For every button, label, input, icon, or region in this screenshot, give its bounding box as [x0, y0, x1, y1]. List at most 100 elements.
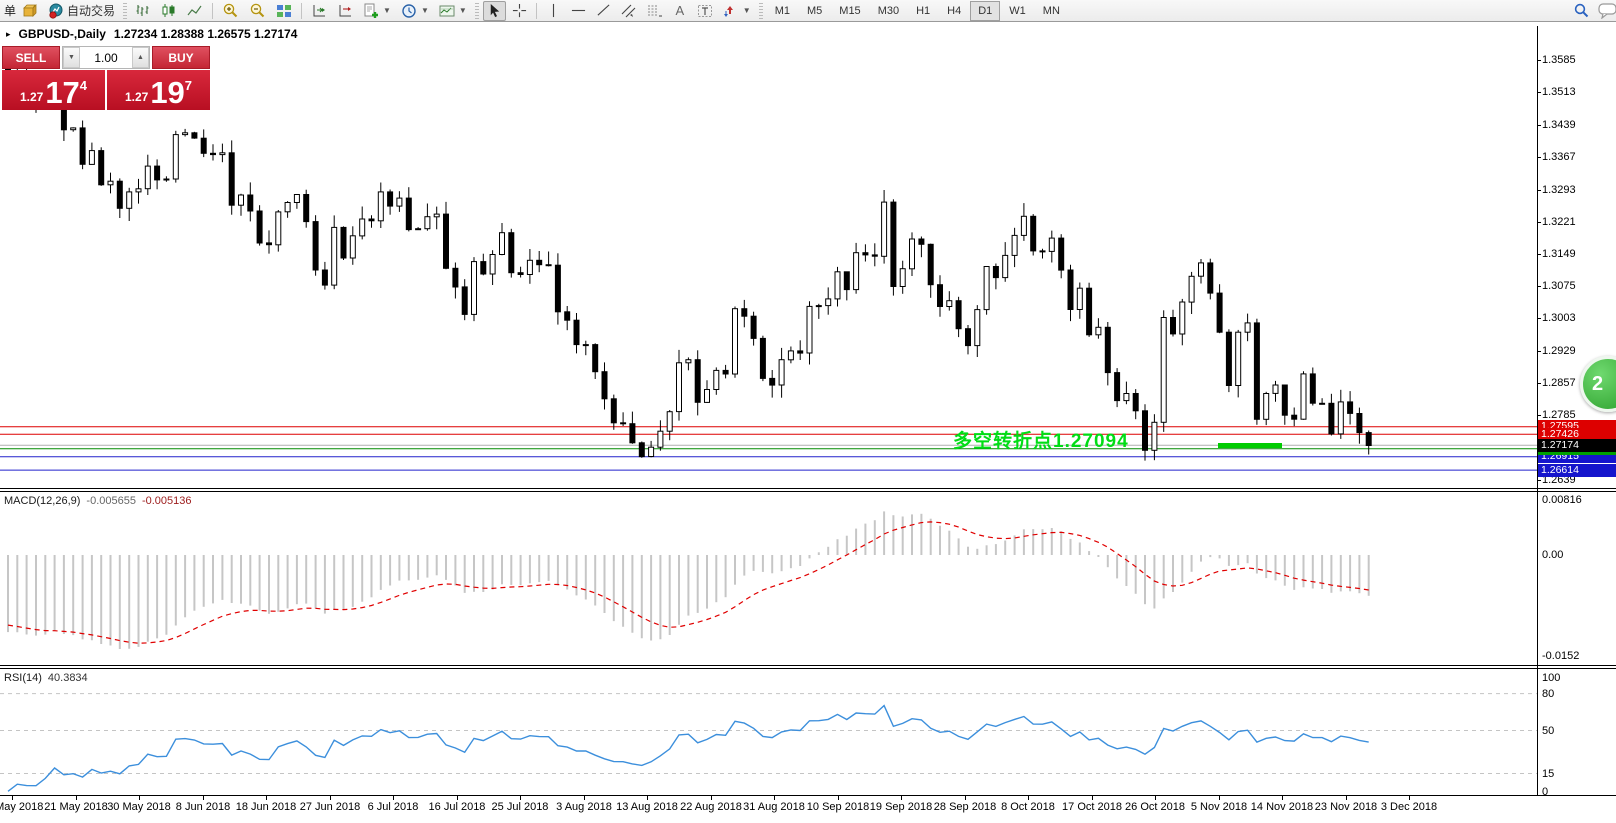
time-axis-tick — [76, 795, 77, 800]
text-label-tool[interactable] — [693, 1, 717, 21]
time-axis-tick — [12, 795, 13, 800]
chart-area: ▸ GBPUSD-,Daily 1.27234 1.28388 1.26575 … — [0, 22, 1616, 823]
time-axis-tick — [1409, 795, 1410, 800]
timeframe-mn[interactable]: MN — [1042, 4, 1060, 17]
volume-spinner: ▼ ▲ — [62, 46, 150, 69]
price-axis-tick — [1537, 351, 1541, 352]
market-watch-icon[interactable] — [18, 1, 42, 21]
cursor-tool[interactable] — [482, 0, 506, 21]
price-axis-label: 1.2929 — [1542, 345, 1576, 357]
chart-shift-icon[interactable] — [333, 1, 357, 21]
price-axis-label: 1.3439 — [1542, 119, 1576, 131]
time-axis-tick — [1282, 795, 1283, 800]
macd-panel-canvas[interactable] — [0, 492, 1537, 664]
panel-divider[interactable] — [0, 488, 1616, 489]
time-axis-label: 8 Jun 2018 — [175, 801, 231, 813]
price-axis-label: 1.2639 — [1542, 474, 1576, 486]
buy-price-display[interactable]: 1.27 19 7 — [107, 70, 210, 110]
timeframe-w1[interactable]: W1 — [1009, 4, 1026, 17]
candlestick-chart-icon[interactable] — [157, 1, 181, 21]
arrows-tool[interactable]: ▼ — [719, 1, 755, 21]
buy-price-pip: 7 — [184, 78, 193, 93]
zoom-out-icon[interactable] — [245, 1, 270, 21]
price-axis-tick — [1537, 125, 1541, 126]
time-axis-tick — [774, 795, 775, 800]
periods-button[interactable]: ▼ — [397, 1, 433, 21]
overlay-badge[interactable]: 2 — [1580, 356, 1616, 412]
chevron-down-icon: ▼ — [383, 6, 391, 15]
timeframe-m15[interactable]: M15 — [839, 4, 861, 17]
zoom-in-icon[interactable] — [218, 1, 243, 21]
timeframe-m5[interactable]: M5 — [807, 4, 823, 17]
line-chart-icon[interactable] — [183, 1, 207, 21]
timeframe-d1[interactable]: D1 — [970, 0, 1001, 21]
time-axis-label: 22 Aug 2018 — [680, 801, 742, 813]
time-axis-label: 23 Nov 2018 — [1314, 801, 1378, 813]
price-axis-tick — [1537, 222, 1541, 223]
tile-windows-icon[interactable] — [272, 1, 296, 21]
sell-price-pip: 4 — [79, 78, 88, 93]
time-axis-label: 5 Nov 2018 — [1190, 801, 1248, 813]
green-trendline-segment[interactable] — [1218, 443, 1282, 448]
timeframe-m1[interactable]: M1 — [774, 4, 790, 17]
panel-divider — [0, 668, 1616, 669]
price-badge-1.26614: 1.26614 — [1538, 464, 1616, 477]
sell-price-main: 17 — [45, 75, 80, 111]
chart-annotation-text[interactable]: 多空转折点1.27094 — [953, 431, 1129, 452]
one-click-trading-panel: SELL ▼ ▲ BUY 1.27 17 4 1.27 19 7 — [2, 46, 210, 110]
indicator-axis-label: -0.0152 — [1542, 650, 1580, 662]
auto-scroll-icon[interactable] — [307, 1, 331, 21]
fibonacci-tool[interactable] — [643, 1, 667, 21]
sell-button[interactable]: SELL — [2, 46, 60, 69]
search-icon[interactable] — [1569, 1, 1594, 21]
new-order-label[interactable]: 单 — [4, 4, 17, 18]
equidistant-channel-tool[interactable] — [617, 1, 641, 21]
templates-button[interactable]: ▼ — [435, 1, 471, 21]
price-axis-tick — [1537, 92, 1541, 93]
horizontal-line-tool[interactable] — [567, 1, 590, 21]
price-badge-1.27174: 1.27174 — [1538, 439, 1616, 452]
time-axis-label: 14 Nov 2018 — [1250, 801, 1314, 813]
time-axis-label: 3 Dec 2018 — [1380, 801, 1438, 813]
autotrading-button[interactable]: 自动交易 — [44, 1, 119, 21]
crosshair-tool[interactable] — [508, 1, 531, 21]
timeframe-h4[interactable]: H4 — [947, 4, 962, 17]
sell-price-display[interactable]: 1.27 17 4 — [2, 70, 105, 110]
buy-button[interactable]: BUY — [152, 46, 210, 69]
volume-input[interactable] — [80, 47, 132, 68]
add-indicator-button[interactable]: ▼ — [359, 1, 395, 21]
price-axis[interactable] — [1537, 26, 1538, 795]
trendline-tool[interactable] — [592, 1, 615, 21]
overlay-badge-count: 2 — [1592, 372, 1604, 395]
price-axis-label: 1.2857 — [1542, 377, 1576, 389]
chat-icon[interactable] — [1594, 1, 1616, 21]
volume-increase-button[interactable]: ▲ — [132, 47, 149, 68]
price-axis-tick — [1537, 480, 1541, 481]
timeframe-m30[interactable]: M30 — [877, 4, 900, 17]
volume-decrease-button[interactable]: ▼ — [63, 47, 80, 68]
vertical-line-tool[interactable] — [542, 1, 565, 21]
text-tool[interactable]: A — [675, 3, 685, 18]
price-axis-tick — [1537, 318, 1541, 319]
time-axis-label: 11 May 2018 — [0, 801, 44, 813]
price-chart-canvas[interactable] — [0, 22, 1537, 488]
timeframe-h1[interactable]: H1 — [916, 4, 931, 17]
time-axis-label: 10 Sep 2018 — [806, 801, 870, 813]
time-axis-tick — [203, 795, 204, 800]
chart-ohlc-values: 1.27234 1.28388 1.26575 1.27174 — [113, 27, 298, 41]
indicator-axis-label: 100 — [1542, 672, 1561, 684]
chevron-down-icon: ▼ — [420, 6, 429, 15]
rsi-panel-canvas[interactable] — [0, 669, 1537, 795]
indicator-axis-label: 15 — [1542, 767, 1555, 780]
bar-chart-icon[interactable] — [131, 1, 155, 21]
price-badge-1.27426: 1.27426 — [1538, 428, 1616, 441]
rsi-label: RSI(14) 40.3834 — [4, 672, 88, 684]
time-axis-label: 26 Oct 2018 — [1125, 801, 1185, 813]
time-axis-tick — [1155, 795, 1156, 800]
time-axis-label: 27 Jun 2018 — [299, 801, 361, 813]
indicator-axis-label: 50 — [1542, 724, 1555, 737]
autotrading-label: 自动交易 — [67, 4, 116, 18]
time-axis-tick — [330, 795, 331, 800]
panel-divider[interactable] — [0, 665, 1616, 666]
price-axis-tick — [1537, 60, 1541, 61]
